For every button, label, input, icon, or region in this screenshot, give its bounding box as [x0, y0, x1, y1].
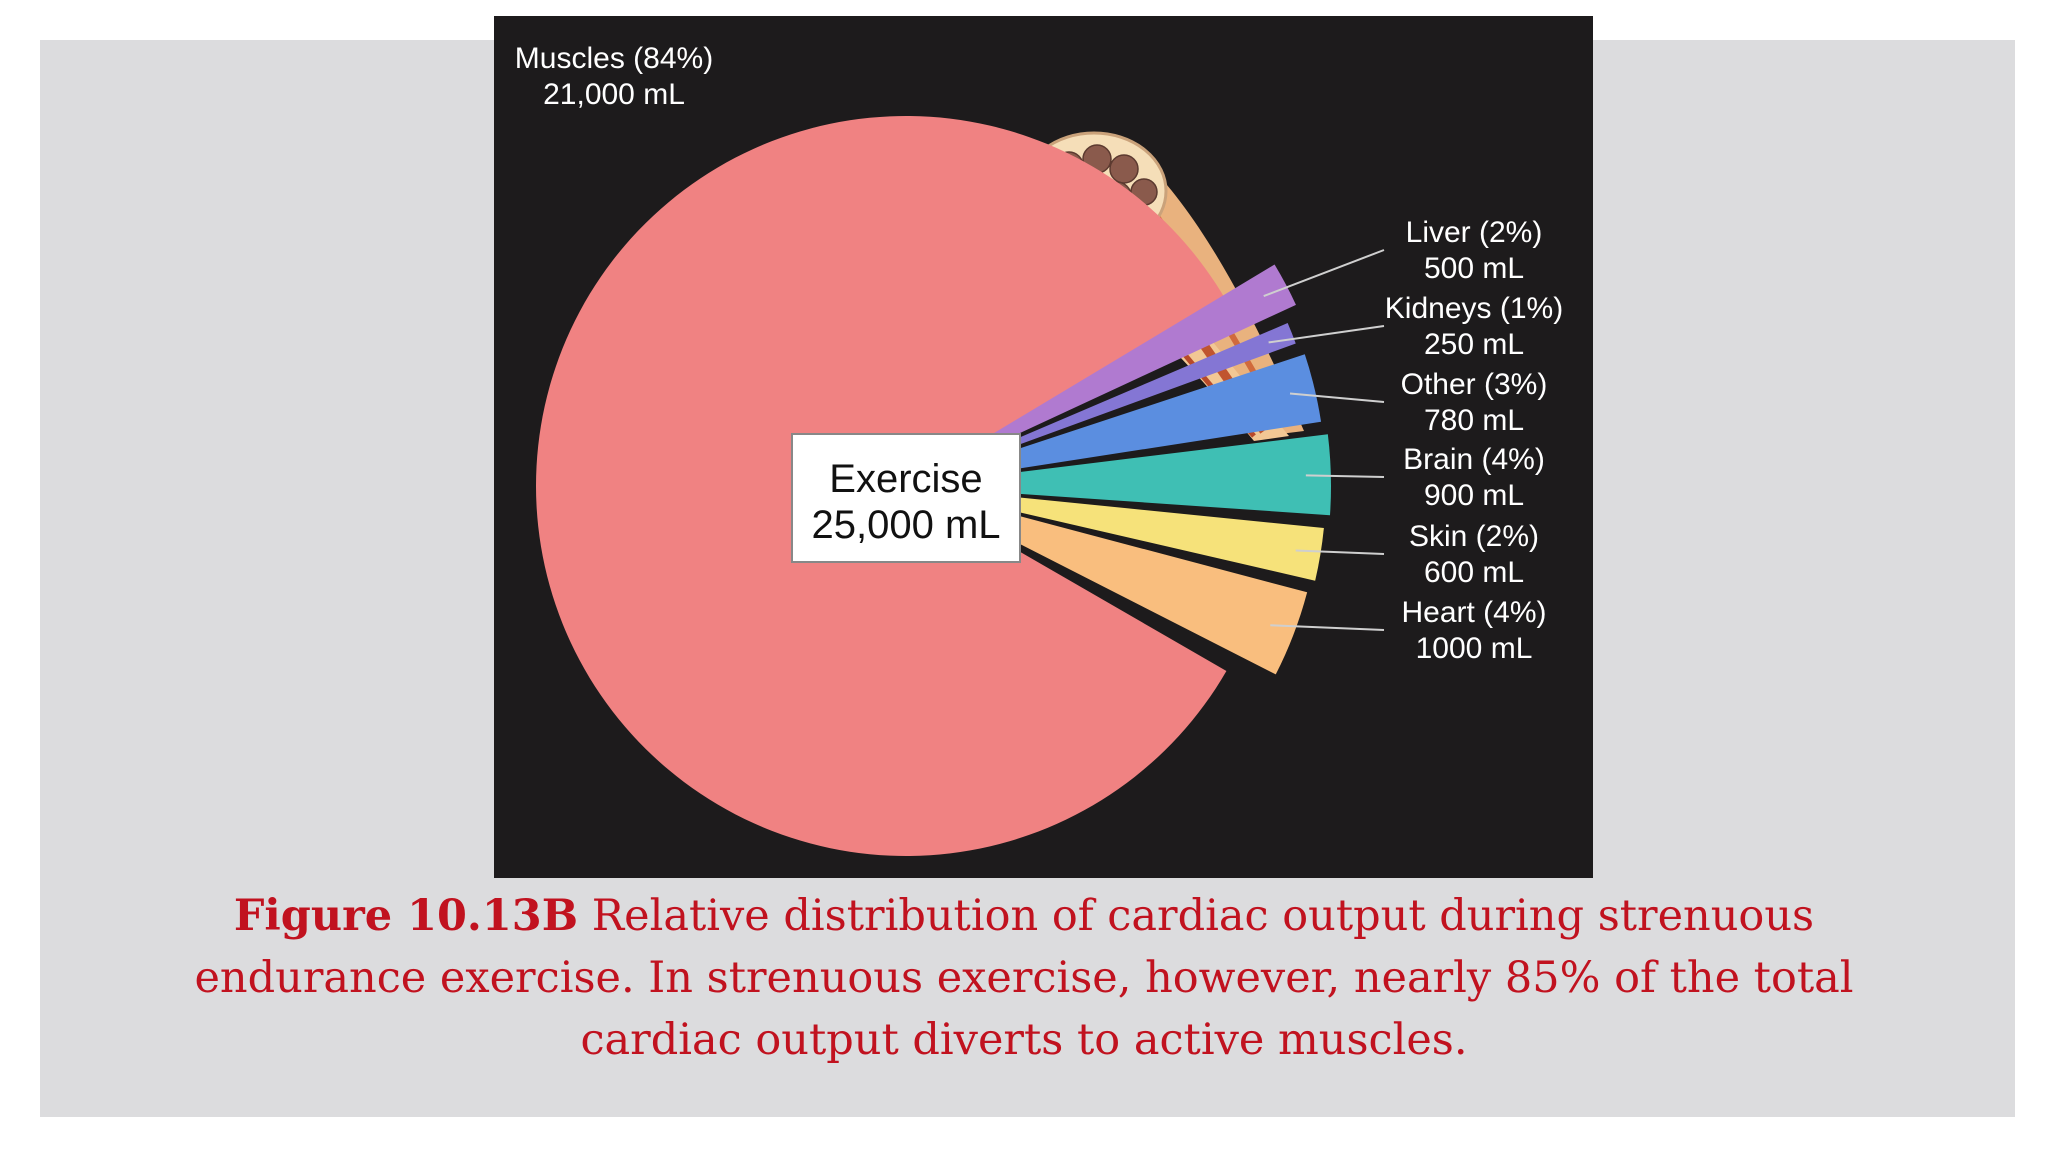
- caption-text: Relative distribution of cardiac output …: [194, 891, 1854, 1065]
- center-label-line1: Exercise: [829, 457, 982, 501]
- pie-slice-liver: [906, 264, 1296, 486]
- slice-label-liver-value: 500 mL: [1424, 252, 1524, 285]
- slice-label-other-name: Other (3%): [1401, 368, 1548, 401]
- leader-line-other: [1289, 392, 1385, 403]
- chart-panel: Liver (2%) 500 mL Kidneys (1%) 250 mL Other …: [494, 16, 1593, 878]
- figure-caption: Figure 10.13B Relative distribution of c…: [150, 885, 1898, 1071]
- slice-label-brain-value: 900 mL: [1424, 479, 1524, 512]
- leader-line-skin: [1295, 549, 1385, 555]
- pie-slice-brain: [906, 434, 1331, 516]
- leader-line-liver: [1263, 249, 1385, 298]
- pie-chart: Liver (2%)500 mL Kidneys (1%)250 mL Other …: [515, 42, 1563, 856]
- slice-label-skin-value: 600 mL: [1424, 556, 1524, 589]
- slice-label-brain-name: Brain (4%): [1403, 443, 1545, 476]
- slice-labels: Liver (2%)500 mL Kidneys (1%)250 mL Other …: [515, 42, 1563, 665]
- leader-line-brain: [1305, 474, 1385, 478]
- slice-label-heart-value: 1000 mL: [1416, 632, 1533, 665]
- slice-label-heart-name: Heart (4%): [1401, 596, 1546, 629]
- slice-label-muscles-name: Muscles (84%): [515, 42, 713, 75]
- figure-number: Figure 10.13B: [233, 891, 579, 941]
- slice-label-muscles-value: 21,000 mL: [543, 78, 685, 111]
- slice-label-liver-name: Liver (2%): [1406, 216, 1543, 249]
- leader-line-heart: [1270, 624, 1385, 631]
- slice-label-other-value: 780 mL: [1424, 404, 1524, 437]
- leader-lines: [1263, 249, 1385, 631]
- center-label-line2: 25,000 mL: [811, 503, 1000, 547]
- center-label-box: Exercise 25,000 mL: [791, 433, 1021, 563]
- leader-line-kidneys: [1268, 325, 1385, 344]
- slice-label-skin-name: Skin (2%): [1409, 520, 1539, 553]
- slice-label-kidneys-name: Kidneys (1%): [1385, 292, 1563, 325]
- slice-label-kidneys-value: 250 mL: [1424, 328, 1524, 361]
